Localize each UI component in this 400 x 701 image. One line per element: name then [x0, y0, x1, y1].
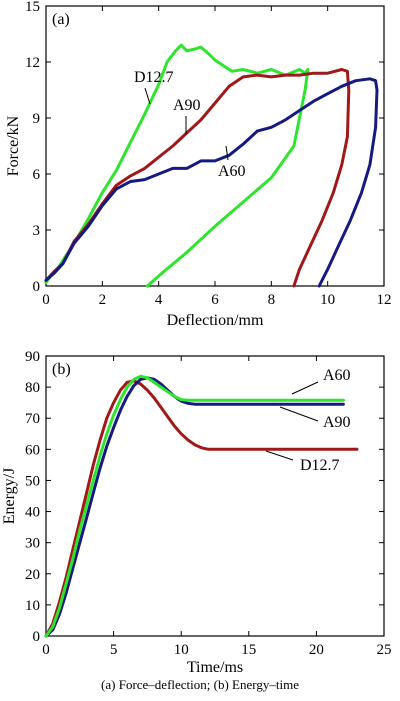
- x-tick-label: 12: [377, 292, 392, 308]
- x-axis-label: Deflection/mm: [167, 312, 264, 329]
- y-axis-label: Force/kN: [5, 115, 22, 176]
- series-line-a90: [44, 376, 345, 638]
- y-tick-label: 6: [33, 167, 41, 183]
- y-tick-label: 70: [25, 411, 40, 427]
- annotation-leader-line: [265, 450, 294, 461]
- x-tick-label: 6: [211, 292, 219, 308]
- x-tick-label: 15: [241, 642, 256, 658]
- x-tick-label: 25: [377, 642, 392, 658]
- x-tick-label: 10: [174, 642, 189, 658]
- series-line-a60: [44, 374, 345, 638]
- y-axis-label: Energy/J: [1, 468, 18, 525]
- x-tick-label: 4: [155, 292, 163, 308]
- annotation-leader-line: [291, 381, 319, 395]
- y-tick-label: 0: [33, 279, 41, 295]
- y-tick-label: 0: [33, 629, 41, 645]
- y-tick-label: 50: [25, 473, 40, 489]
- annotation-leader-line: [144, 87, 151, 105]
- annotation-label-a60: A60: [218, 163, 246, 180]
- figure-caption: (a) Force–deflection; (b) Energy–time: [101, 677, 299, 692]
- y-tick-label: 30: [25, 536, 40, 552]
- annotation-label-a90: A90: [323, 414, 351, 431]
- x-tick-label: 20: [309, 642, 324, 658]
- panel-label: (a): [52, 11, 70, 28]
- x-axis-label: Time/ms: [187, 659, 243, 676]
- chart-panel-a: 0 2 4 6 8 10 12 0 3 6 9 12 15 Deflection/mm Force/kN (a…: [5, 0, 392, 329]
- y-tick-label: 12: [25, 55, 40, 71]
- x-tick-label: 2: [99, 292, 107, 308]
- y-tick-label: 20: [25, 567, 40, 583]
- x-tick-label: 8: [268, 292, 276, 308]
- x-tick-label: 5: [110, 642, 118, 658]
- y-tick-label: 90: [25, 349, 40, 365]
- x-tick-label: 0: [42, 642, 50, 658]
- annotation-label-a60: A60: [323, 367, 351, 384]
- annotation-label-a90: A90: [173, 97, 201, 114]
- panel-label: (b): [52, 361, 71, 378]
- y-tick-label: 40: [25, 505, 40, 521]
- y-tick-label: 60: [25, 442, 40, 458]
- y-tick-label: 9: [33, 111, 41, 127]
- y-tick-label: 15: [25, 0, 40, 15]
- series-line-a60: [44, 77, 379, 288]
- series-line-d127: [44, 43, 310, 288]
- series-line-d127: [44, 379, 359, 638]
- y-tick-label: 3: [33, 223, 41, 239]
- plot-frame: [45, 5, 385, 287]
- annotation-leader-line: [225, 145, 229, 161]
- plot-frame: [45, 355, 385, 637]
- y-tick-label: 10: [25, 598, 40, 614]
- chart-panel-b: 0 5 10 15 20 25 0 10 20 30 40 50 60 70 80 90 Time/ms Ener…: [1, 349, 392, 676]
- x-tick-label: 10: [320, 292, 335, 308]
- annotation-leader-line: [279, 406, 319, 422]
- annotation-label-d127: D12.7: [134, 69, 174, 86]
- y-tick-label: 80: [25, 380, 40, 396]
- x-tick-label: 0: [42, 292, 50, 308]
- annotation-label-d127: D12.7: [300, 457, 340, 474]
